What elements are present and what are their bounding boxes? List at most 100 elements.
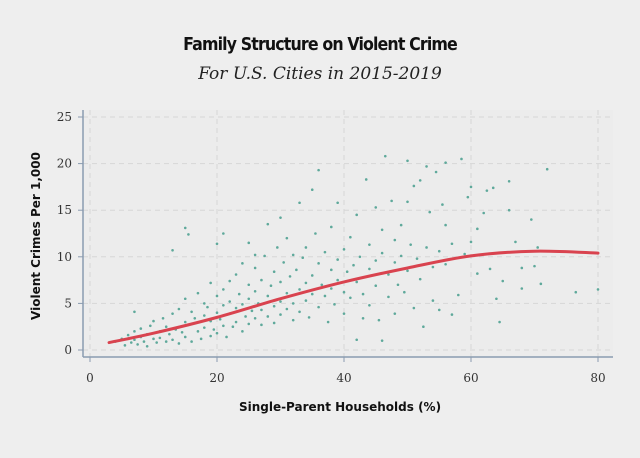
data-point — [539, 282, 543, 286]
data-point — [253, 266, 257, 270]
data-point — [342, 290, 346, 294]
data-point — [133, 310, 136, 314]
data-point — [368, 267, 371, 271]
data-point — [355, 213, 359, 217]
data-point — [187, 233, 190, 236]
data-point — [596, 288, 600, 291]
data-point — [361, 292, 365, 296]
data-point — [241, 330, 244, 333]
data-point — [406, 200, 409, 204]
data-point — [304, 299, 308, 302]
data-point — [183, 297, 187, 301]
data-point — [387, 295, 390, 299]
data-point — [441, 203, 444, 206]
data-point — [260, 278, 263, 282]
data-point — [355, 280, 359, 284]
data-point — [380, 339, 384, 342]
data-point — [514, 240, 517, 244]
data-point — [380, 251, 384, 255]
data-point — [317, 168, 320, 172]
data-point — [431, 265, 435, 269]
data-point — [282, 261, 285, 264]
data-point — [196, 330, 200, 333]
data-point — [171, 338, 174, 342]
data-point — [349, 296, 352, 300]
data-point — [136, 343, 139, 346]
data-point — [412, 306, 416, 310]
data-point — [415, 257, 419, 260]
data-point — [145, 344, 149, 348]
data-point — [349, 235, 352, 239]
data-point — [485, 189, 489, 192]
chart-title: Family Structure on Violent Crime — [183, 34, 458, 55]
fit-line — [107, 249, 600, 345]
data-point — [164, 325, 168, 329]
data-point — [374, 206, 378, 209]
data-point — [418, 179, 422, 182]
data-point — [520, 266, 524, 270]
data-point — [253, 253, 257, 257]
plot-area — [83, 110, 613, 357]
data-point — [215, 242, 219, 246]
data-point — [222, 288, 225, 291]
data-point — [310, 274, 314, 277]
y-tick-label: 0 — [64, 343, 72, 357]
data-point — [149, 324, 152, 328]
data-point — [314, 232, 317, 235]
data-point — [177, 342, 181, 345]
data-point — [241, 262, 244, 265]
data-point — [368, 243, 371, 246]
data-point — [279, 300, 282, 303]
data-point — [374, 259, 378, 262]
data-point — [482, 211, 486, 215]
data-point — [536, 246, 539, 249]
y-tick-label: 25 — [57, 110, 72, 124]
data-point — [444, 223, 447, 227]
data-point — [171, 312, 174, 315]
data-point — [253, 317, 257, 320]
data-point — [444, 161, 447, 164]
data-point — [574, 290, 578, 294]
data-point — [161, 317, 165, 320]
data-point — [396, 283, 400, 287]
data-point — [345, 270, 349, 274]
data-point — [428, 210, 432, 214]
data-point — [234, 306, 238, 310]
data-point — [203, 314, 206, 317]
data-point — [336, 258, 339, 261]
data-point — [263, 254, 266, 258]
data-point — [244, 315, 247, 318]
data-point — [231, 325, 235, 329]
data-point — [228, 300, 231, 303]
data-point — [463, 252, 466, 256]
data-point — [222, 303, 225, 307]
data-point — [180, 330, 184, 334]
data-point — [342, 312, 346, 315]
data-point — [193, 317, 197, 320]
data-point — [387, 273, 390, 276]
data-point — [361, 317, 365, 320]
data-point — [133, 338, 136, 342]
data-point — [139, 327, 143, 330]
data-point — [323, 294, 327, 298]
data-point — [533, 264, 536, 268]
data-point — [304, 281, 308, 285]
data-point — [298, 288, 301, 291]
data-point — [406, 159, 409, 163]
data-point — [530, 218, 533, 221]
data-point — [437, 249, 441, 253]
data-point — [247, 283, 251, 287]
data-point — [409, 243, 412, 246]
data-point — [425, 165, 428, 168]
data-point — [298, 201, 301, 205]
data-point — [393, 238, 397, 242]
data-point — [260, 323, 263, 327]
data-point — [234, 320, 238, 324]
data-point — [209, 281, 212, 285]
data-point — [276, 246, 279, 249]
data-point — [301, 256, 305, 260]
data-point — [374, 284, 378, 287]
x-tick-label: 0 — [86, 371, 94, 385]
data-point — [507, 180, 511, 183]
